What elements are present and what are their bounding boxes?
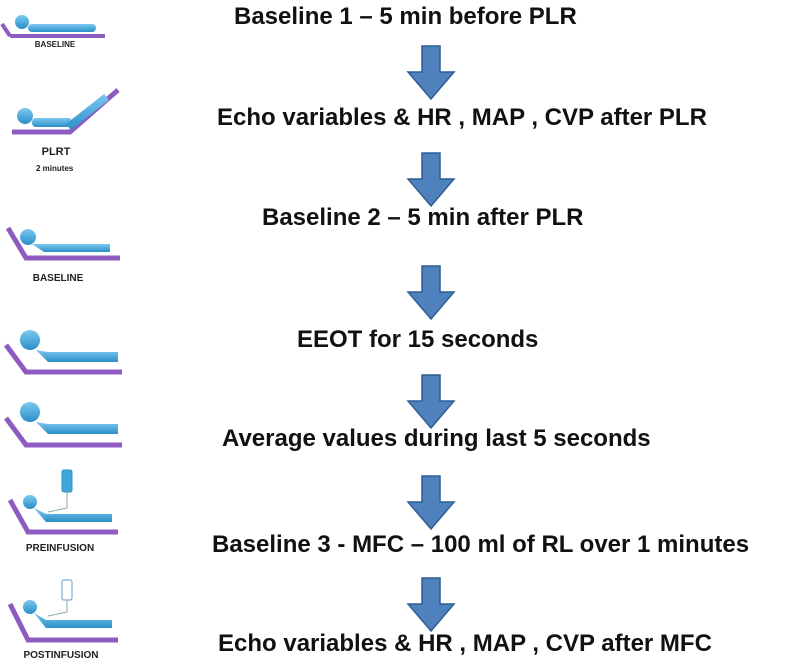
- down-arrow-icon: [406, 152, 456, 208]
- step-3-text: Baseline 2 – 5 min after PLR: [262, 204, 584, 231]
- passive-leg-raise-icon: [12, 88, 120, 135]
- baseline-1-label: BASELINE: [34, 40, 76, 49]
- plrt-duration-label: 2 minutes: [36, 164, 74, 173]
- down-arrow-icon: [406, 265, 456, 321]
- down-arrow-icon: [406, 475, 456, 531]
- patient-semi-recumbent-icon: [3, 402, 122, 448]
- down-arrow-icon: [406, 374, 456, 430]
- postinfusion-label: POSTINFUSION: [23, 650, 99, 661]
- preinfusion-label: PREINFUSION: [25, 543, 95, 554]
- step-6-text: Baseline 3 - MFC – 100 ml of RL over 1 m…: [212, 531, 750, 558]
- step-4-text: EEOT for 15 seconds: [297, 326, 539, 353]
- step-1-text: Baseline 1 – 5 min before PLR: [234, 3, 577, 30]
- step-2-text: Echo variables & HR , MAP , CVP after PL…: [217, 104, 707, 131]
- patient-supine-icon: [0, 15, 105, 38]
- iv-infusion-icon: [7, 469, 118, 535]
- down-arrow-icon: [406, 45, 456, 101]
- plrt-label: PLRT: [41, 146, 71, 158]
- step-7-text: Echo variables & HR , MAP , CVP after MF…: [218, 630, 712, 657]
- patient-semi-recumbent-icon: [3, 330, 122, 375]
- baseline-2-label: BASELINE: [32, 273, 84, 284]
- down-arrow-icon: [406, 577, 456, 633]
- patient-semi-recumbent-icon: [5, 226, 120, 261]
- iv-infusion-icon: [7, 579, 118, 643]
- step-5-text: Average values during last 5 seconds: [222, 425, 651, 452]
